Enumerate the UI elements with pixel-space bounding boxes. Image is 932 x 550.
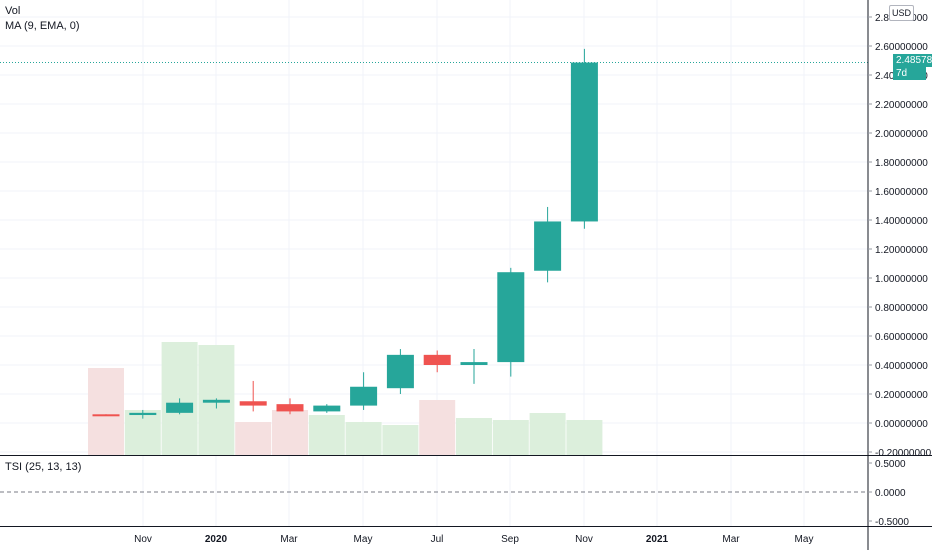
candle-body — [202, 399, 230, 403]
candle-body — [350, 386, 378, 406]
volume-bar — [272, 410, 308, 455]
y-tick-label: 1.60000000 — [875, 187, 928, 198]
time-axis: Nov 2020 Mar May Jul Sep Nov 2021 Mar May — [134, 534, 813, 545]
volume-bar — [382, 425, 419, 455]
y-tick-label: 1.80000000 — [875, 158, 928, 169]
volume-bar — [235, 422, 272, 455]
candlesticks — [92, 48, 598, 419]
y-tick-label: 2.60000000 — [875, 42, 928, 53]
candle-body — [239, 401, 267, 406]
volume-bar — [345, 422, 382, 455]
currency-badge[interactable]: USD — [889, 5, 914, 21]
candle-body — [276, 404, 304, 412]
candle-body — [166, 402, 194, 413]
y-tick-label: 0.60000000 — [875, 332, 928, 343]
y-tick-label: 0.20000000 — [875, 390, 928, 401]
x-tick-label: 2021 — [646, 534, 669, 545]
volume-legend[interactable]: Vol — [5, 5, 21, 17]
y-tick-label: 2.00000000 — [875, 129, 928, 140]
x-tick-label: Mar — [722, 534, 740, 545]
candle-body — [497, 272, 525, 363]
candle-body — [460, 362, 488, 365]
x-tick-label: Jul — [431, 534, 444, 545]
x-tick-label: 2020 — [205, 534, 228, 545]
tsi-legend[interactable]: TSI (25, 13, 13) — [5, 461, 82, 473]
volume-bars — [88, 342, 603, 455]
volume-bar — [492, 420, 529, 455]
x-tick-label: May — [354, 534, 373, 545]
candle-body — [129, 412, 157, 416]
ma-legend[interactable]: MA (9, EMA, 0) — [5, 20, 80, 32]
y-tick-label: 1.20000000 — [875, 245, 928, 256]
tsi-tick-label: -0.5000 — [875, 517, 909, 528]
y-tick-label: 1.00000000 — [875, 274, 928, 285]
candle-body — [386, 354, 414, 389]
volume-bar — [308, 415, 345, 455]
y-tick-label: 0.00000000 — [875, 419, 928, 430]
x-tick-label: Mar — [280, 534, 298, 545]
tsi-tick-label: 0.0000 — [875, 488, 906, 499]
volume-bar — [88, 368, 124, 455]
countdown-tag: 7d 17h — [893, 67, 926, 92]
y-tick-label: -0.20000000 — [875, 448, 932, 459]
y-tick-label: 0.80000000 — [875, 303, 928, 314]
y-tick-label: 0.40000000 — [875, 361, 928, 372]
volume-bar — [419, 400, 456, 455]
last-price-tag: 2.48578028 — [893, 54, 932, 67]
x-tick-label: May — [795, 534, 814, 545]
candle-body — [423, 354, 451, 365]
tsi-pane: 0.5000 0.0000 -0.5000 — [0, 459, 909, 528]
candle-body — [92, 414, 120, 417]
volume-bar — [529, 413, 566, 455]
x-tick-label: Sep — [501, 534, 519, 545]
x-tick-label: Nov — [134, 534, 152, 545]
volume-bar — [456, 418, 492, 455]
volume-bar — [566, 420, 603, 455]
y-tick-label: 1.40000000 — [875, 216, 928, 227]
x-tick-label: Nov — [575, 534, 593, 545]
tsi-tick-label: 0.5000 — [875, 459, 906, 470]
y-tick-label: 2.20000000 — [875, 100, 928, 111]
candle-body — [313, 405, 341, 412]
candle-body — [570, 62, 598, 222]
candle-body — [534, 221, 562, 271]
